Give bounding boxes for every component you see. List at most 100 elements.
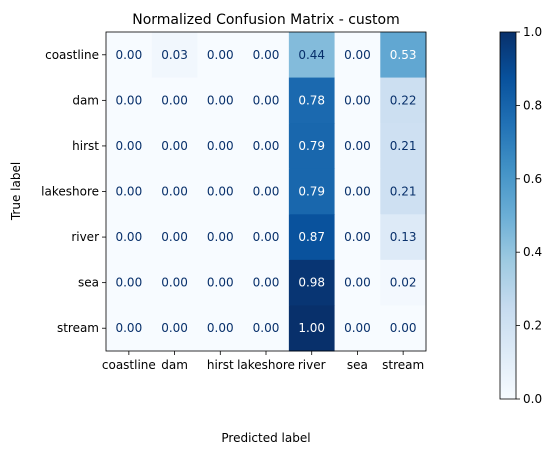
x-tick-label: stream	[382, 358, 424, 372]
heatmap-cell	[197, 259, 244, 306]
x-tick-label: sea	[347, 358, 368, 372]
heatmap-cell	[243, 32, 290, 79]
y-tick-label: coastline	[45, 48, 99, 62]
heatmap-cell-value: 0.00	[161, 185, 188, 199]
heatmap-cell-value: 0.21	[390, 139, 417, 153]
heatmap-cell	[380, 32, 427, 79]
heatmap-cell-value: 0.00	[161, 230, 188, 244]
y-tick-label: stream	[57, 321, 99, 335]
heatmap-cell	[334, 32, 381, 79]
heatmap-cell-value: 0.00	[344, 93, 371, 107]
heatmap-cell	[288, 168, 336, 215]
heatmap-cell-value: 0.00	[115, 139, 142, 153]
heatmap-cell	[334, 123, 381, 170]
heatmap-cell	[243, 305, 290, 352]
heatmap-cell	[197, 32, 244, 79]
heatmap-cell	[288, 214, 336, 261]
heatmap-cell-value: 0.00	[253, 230, 280, 244]
heatmap-cell	[151, 168, 198, 215]
heatmap-cell	[243, 214, 290, 261]
x-tick-label: dam	[161, 358, 188, 372]
heatmap-cell	[288, 32, 336, 79]
heatmap-cells	[106, 32, 427, 352]
heatmap-cell	[151, 123, 198, 170]
x-axis-ticks: coastline dam hirst lakeshore river sea stream	[102, 351, 424, 372]
heatmap-cell-value: 0.00	[115, 48, 142, 62]
heatmap-cell-value: 0.00	[207, 230, 234, 244]
heatmap-cell-value: 0.00	[253, 48, 280, 62]
heatmap-cell	[334, 77, 381, 124]
heatmap-cell	[288, 123, 336, 170]
heatmap-cell	[243, 168, 290, 215]
heatmap-cell-value: 0.00	[253, 139, 280, 153]
heatmap-cell-value: 0.03	[161, 48, 188, 62]
heatmap-cell-value: 0.00	[115, 93, 142, 107]
heatmap-cell	[197, 123, 244, 170]
heatmap-cell-value: 0.78	[298, 93, 325, 107]
x-tick-label: hirst	[207, 358, 234, 372]
heatmap-cell-value: 0.00	[253, 276, 280, 290]
heatmap-cell	[334, 214, 381, 261]
heatmap-cell-value: 1.00	[298, 321, 325, 335]
heatmap-cell	[380, 259, 427, 306]
heatmap-cell-value: 0.21	[390, 185, 417, 199]
heatmap-cell	[380, 305, 427, 352]
heatmap-cell-value: 0.98	[298, 276, 325, 290]
heatmap-cell-value: 0.87	[298, 230, 325, 244]
y-tick-label: hirst	[72, 139, 99, 153]
heatmap-cell	[288, 77, 336, 124]
heatmap-cell-value: 0.00	[344, 48, 371, 62]
heatmap-cell	[106, 214, 153, 261]
heatmap-cell	[106, 123, 153, 170]
heatmap-cell	[151, 214, 198, 261]
heatmap-cell	[106, 259, 153, 306]
heatmap-cell-value: 0.00	[207, 185, 234, 199]
x-tick-label: coastline	[102, 358, 156, 372]
colorbar-tick-label: 0.6	[523, 172, 542, 186]
heatmap-cell-value: 0.22	[390, 93, 417, 107]
chart-title: Normalized Confusion Matrix - custom	[132, 12, 400, 28]
heatmap-cell	[106, 32, 153, 79]
heatmap-cell-value: 0.53	[390, 48, 417, 62]
heatmap-cell-value: 0.79	[298, 139, 325, 153]
heatmap-cell	[380, 214, 427, 261]
heatmap-cell-value: 0.00	[115, 276, 142, 290]
y-tick-label: river	[71, 230, 99, 244]
heatmap-cell-value: 0.79	[298, 185, 325, 199]
heatmap-cell-value: 0.00	[115, 321, 142, 335]
heatmap-cell-value: 0.00	[161, 139, 188, 153]
heatmap-cell-labels: 0.00 0.03 0.00 0.00 0.44 0.00 0.53 0.00 0.00 0.00…	[115, 48, 416, 335]
y-axis-label: True label	[9, 162, 23, 221]
heatmap-cell-value: 0.44	[298, 48, 325, 62]
colorbar-ticks: 0.0 0.2 0.4 0.6 0.8 1.0	[516, 25, 542, 406]
y-axis-ticks: coastline dam hirst lakeshore river sea stream	[41, 48, 106, 335]
heatmap-cell	[380, 77, 427, 124]
heatmap-cell-value: 0.00	[161, 321, 188, 335]
x-tick-label: river	[298, 358, 326, 372]
heatmap-cell	[243, 123, 290, 170]
y-tick-label: lakeshore	[41, 185, 99, 199]
heatmap-cell-value: 0.00	[161, 93, 188, 107]
heatmap-cell-value: 0.00	[207, 139, 234, 153]
heatmap-cell	[197, 77, 244, 124]
heatmap-cell-value: 0.00	[390, 321, 417, 335]
heatmap-cell	[151, 32, 198, 79]
heatmap-cell-value: 0.00	[344, 139, 371, 153]
heatmap-cell	[288, 259, 336, 306]
heatmap-cell	[380, 168, 427, 215]
colorbar	[499, 31, 517, 400]
x-tick-label: lakeshore	[237, 358, 295, 372]
heatmap-cell-value: 0.00	[253, 93, 280, 107]
colorbar-tick-label: 1.0	[523, 25, 542, 39]
y-tick-label: dam	[72, 93, 99, 107]
heatmap-cell-value: 0.00	[253, 321, 280, 335]
heatmap-cell	[151, 77, 198, 124]
heatmap-cell	[243, 77, 290, 124]
heatmap-cell-value: 0.00	[207, 276, 234, 290]
heatmap-cell-value: 0.00	[115, 185, 142, 199]
heatmap-cell	[288, 305, 336, 352]
heatmap-cell-value: 0.00	[344, 276, 371, 290]
heatmap-cell-value: 0.13	[390, 230, 417, 244]
heatmap-cell-value: 0.00	[344, 321, 371, 335]
